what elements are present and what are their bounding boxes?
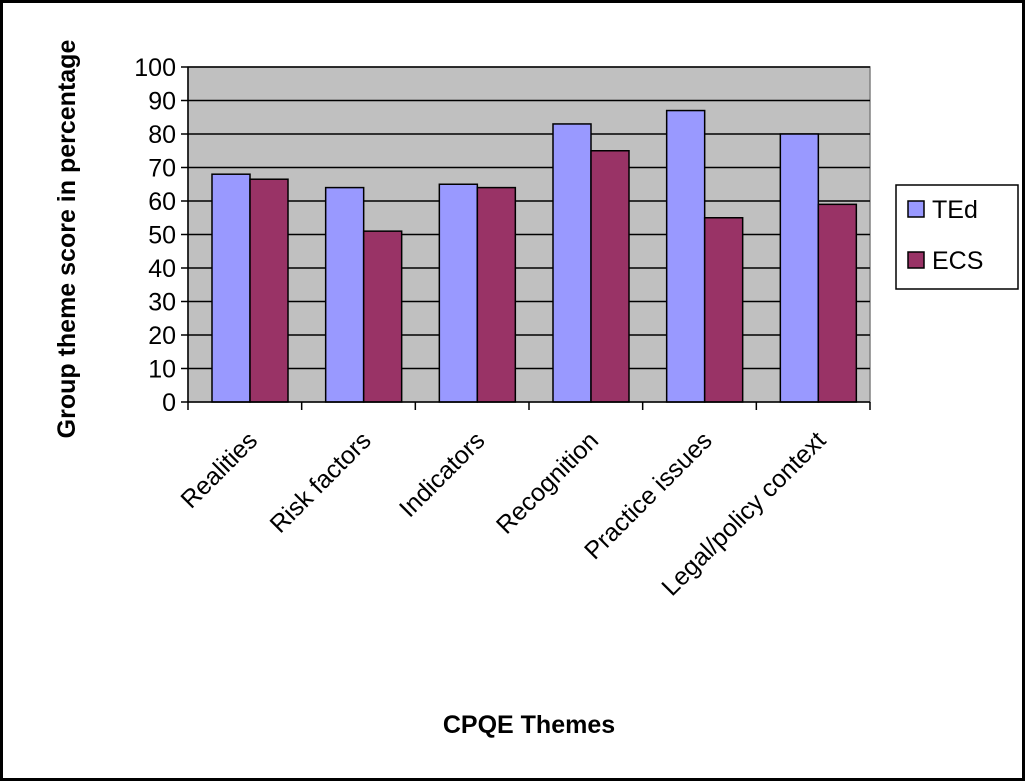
tick-labels: 0 10 20 30 40 50 60 70 80 90 100 <box>134 54 176 417</box>
y-tick-label: 10 <box>148 356 176 384</box>
y-tick-label: 90 <box>148 88 176 116</box>
bar-ecs-legal-policy-context <box>817 203 858 403</box>
legend: TEd ECS <box>895 184 1019 290</box>
axes <box>181 66 871 410</box>
bar-ted-risk-factors <box>324 186 365 403</box>
bar-ted-realities <box>211 173 251 403</box>
y-tick-label: 20 <box>148 322 176 350</box>
bar-ecs-practice-issues <box>703 217 744 403</box>
legend-swatch-ted <box>907 200 925 218</box>
legend-label-ecs: ECS <box>932 247 983 275</box>
y-axis-title: Group theme score in percentage <box>53 40 81 439</box>
bar-ecs-recognition <box>590 150 630 403</box>
legend-swatch-ecs <box>907 251 925 269</box>
legend-label-ted: TEd <box>932 196 978 224</box>
y-tick-label: 50 <box>148 222 176 250</box>
y-tick-label: 100 <box>134 54 176 82</box>
y-tick-label: 70 <box>148 155 176 183</box>
bar-ecs-risk-factors <box>362 230 403 403</box>
bar-ted-practice-issues <box>665 109 706 403</box>
y-tick-label: 40 <box>148 255 176 283</box>
bar-ted-indicators <box>438 183 479 403</box>
bar-ted-recognition <box>552 123 592 403</box>
x-axis-title: CPQE Themes <box>443 711 615 739</box>
gridlines <box>188 66 870 370</box>
bar-ted-legal-policy-context <box>779 133 820 403</box>
y-tick-label: 30 <box>148 289 176 317</box>
y-tick-label: 80 <box>148 121 176 149</box>
bar-ecs-indicators <box>476 186 517 403</box>
y-tick-label: 0 <box>162 389 176 417</box>
bar-ecs-realities <box>249 178 289 403</box>
y-tick-label: 60 <box>148 188 176 216</box>
